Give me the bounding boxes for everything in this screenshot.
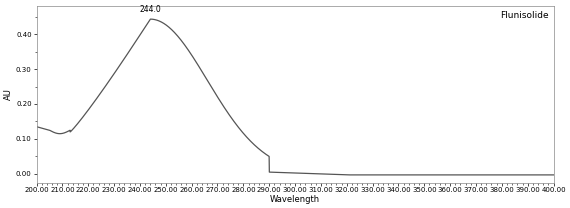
Y-axis label: AU: AU [4,88,13,100]
X-axis label: Wavelength: Wavelength [270,195,320,204]
Text: 244.0: 244.0 [140,5,161,14]
Text: Flunisolide: Flunisolide [500,11,548,20]
